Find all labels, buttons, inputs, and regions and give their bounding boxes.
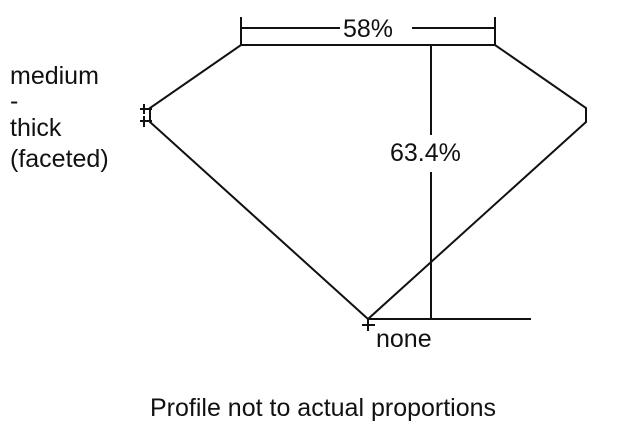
girdle-label-line: thick: [10, 114, 62, 142]
table-percentage: 58%: [343, 15, 394, 43]
crown-outline: [149, 44, 587, 321]
girdle-label-line: medium: [10, 62, 99, 90]
culet-marker: [362, 319, 375, 331]
girdle-label-line: -: [10, 87, 19, 115]
girdle-marker: [140, 104, 152, 127]
girdle-label-line: (faceted): [10, 145, 109, 173]
depth-percentage: 63.4%: [390, 139, 461, 167]
caption: Profile not to actual proportions: [150, 394, 497, 422]
culet-label: none: [376, 325, 432, 353]
girdle-label: medium - thick (faceted): [10, 62, 109, 174]
